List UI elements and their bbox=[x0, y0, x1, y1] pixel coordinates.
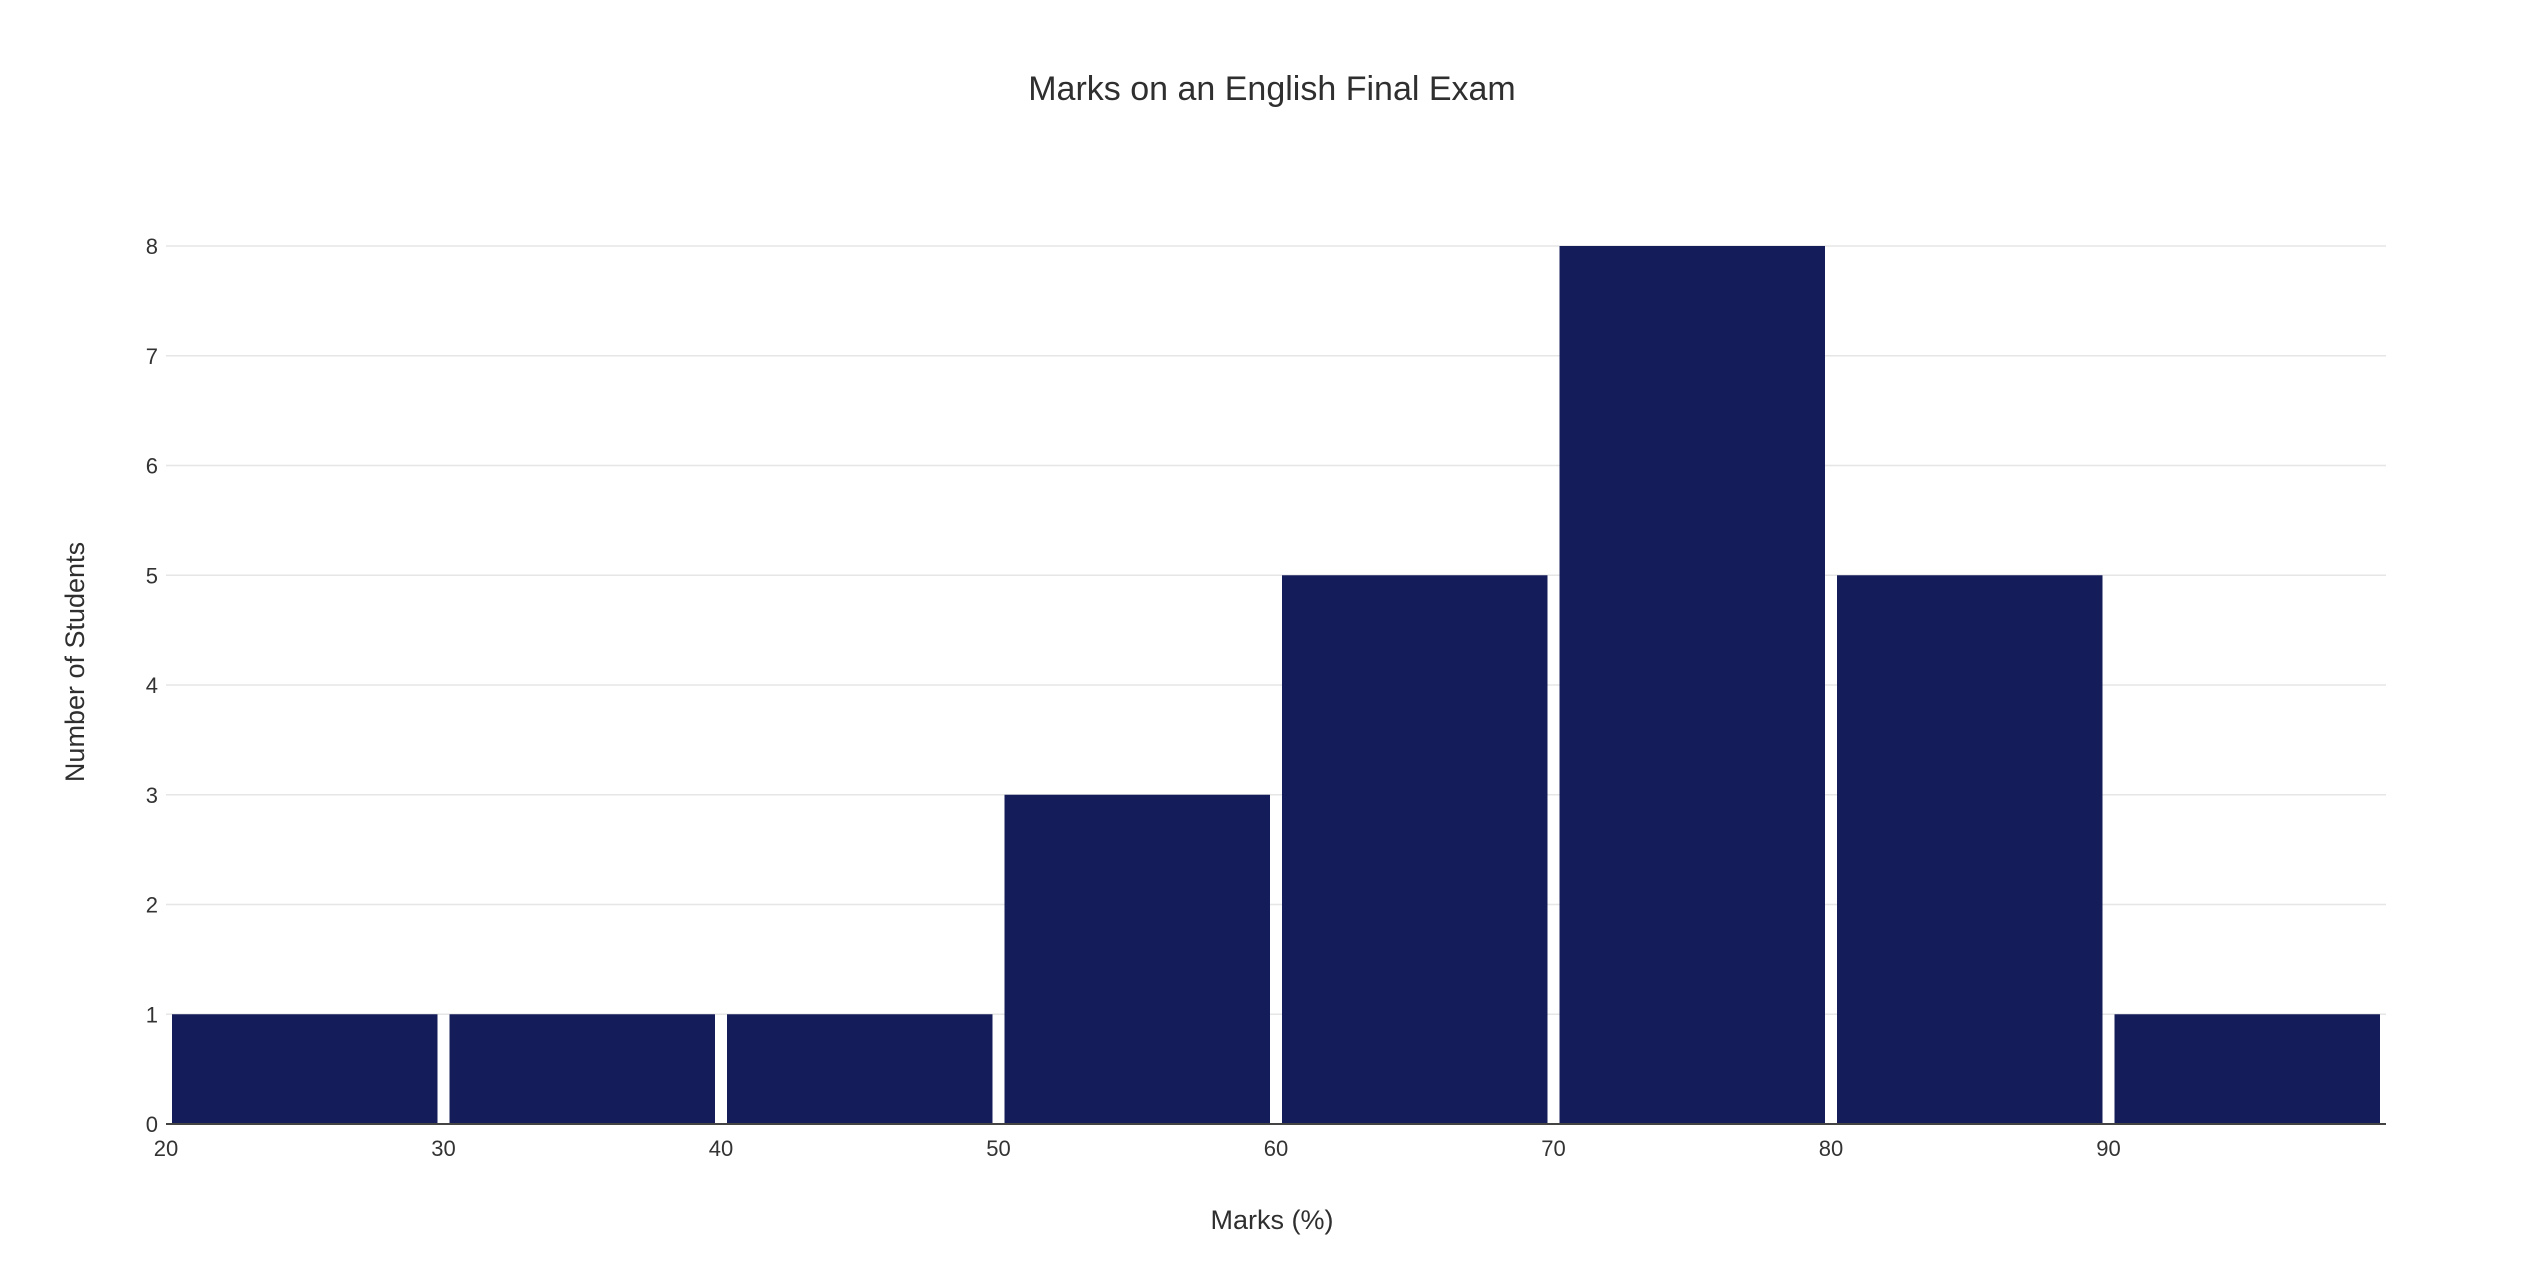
histogram-bar bbox=[2114, 1014, 2380, 1124]
x-axis-label: Marks (%) bbox=[1211, 1205, 1334, 1235]
histogram-bar bbox=[1837, 575, 2103, 1124]
y-tick-label: 6 bbox=[146, 454, 158, 479]
histogram-bar bbox=[727, 1014, 993, 1124]
y-tick-label: 0 bbox=[146, 1112, 158, 1137]
x-tick-label: 80 bbox=[1819, 1136, 1843, 1161]
x-tick-label: 60 bbox=[1264, 1136, 1288, 1161]
y-tick-label: 2 bbox=[146, 893, 158, 918]
y-tick-label: 7 bbox=[146, 344, 158, 369]
histogram-bar bbox=[1559, 246, 1825, 1124]
x-tick-label: 70 bbox=[1541, 1136, 1565, 1161]
x-tick-label: 30 bbox=[431, 1136, 455, 1161]
y-tick-label: 4 bbox=[146, 673, 158, 698]
y-tick-label: 1 bbox=[146, 1002, 158, 1027]
x-tick-label: 90 bbox=[2096, 1136, 2120, 1161]
y-tick-labels: 0 1 2 3 4 5 6 7 8 bbox=[146, 234, 158, 1137]
x-tick-label: 40 bbox=[709, 1136, 733, 1161]
y-tick-label: 3 bbox=[146, 783, 158, 808]
histogram-bar bbox=[1282, 575, 1548, 1124]
histogram-bar bbox=[1004, 794, 1270, 1124]
chart-title: Marks on an English Final Exam bbox=[1028, 70, 1516, 108]
x-tick-labels: 20 30 40 50 60 70 80 90 bbox=[154, 1136, 2121, 1161]
bars bbox=[172, 246, 2380, 1124]
x-tick-label: 50 bbox=[986, 1136, 1010, 1161]
histogram-bar bbox=[449, 1014, 715, 1124]
y-axis-label: Number of Students bbox=[60, 542, 90, 782]
x-tick-label: 20 bbox=[154, 1136, 178, 1161]
gridlines bbox=[166, 245, 2386, 1015]
y-tick-label: 8 bbox=[146, 234, 158, 259]
y-tick-label: 5 bbox=[146, 563, 158, 588]
histogram-bar bbox=[172, 1014, 438, 1124]
